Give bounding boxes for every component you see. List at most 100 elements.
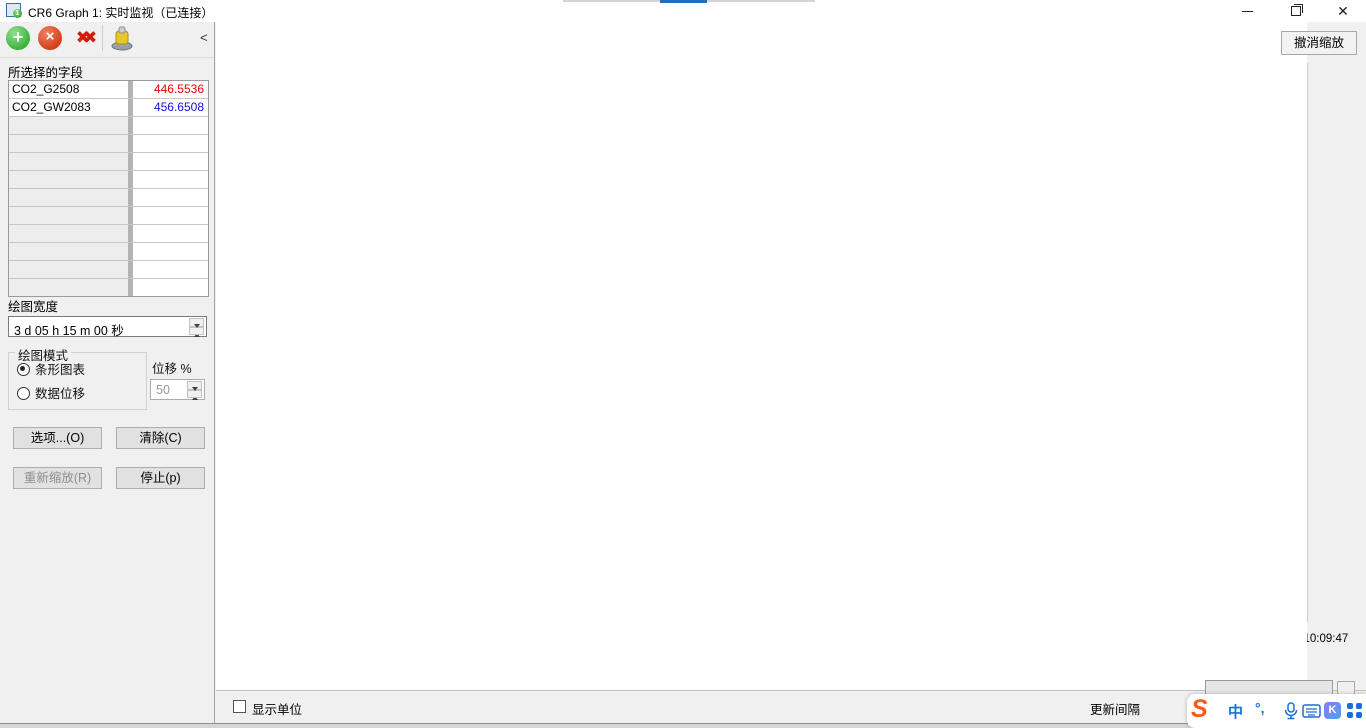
field-row[interactable] [9,135,208,153]
spin-down-icon[interactable] [189,323,204,342]
shift-percent-value: 50 [156,383,170,397]
keyboard-icon[interactable] [1302,704,1321,728]
print-button[interactable] [110,25,134,51]
field-row[interactable] [9,171,208,189]
radio-strip-chart-label: 条形图表 [35,363,86,377]
ime-language-icon[interactable]: 中 [1228,704,1244,721]
update-interval-label: 更新间隔 [1090,703,1141,717]
clear-button[interactable]: 清除(C) [116,427,205,449]
restore-icon [1291,4,1303,16]
add-field-button[interactable]: + [6,26,30,50]
field-value-cell [133,189,208,206]
field-name-cell [9,225,128,242]
ime-punctuation-icon[interactable]: °, [1255,700,1265,716]
ime-toolbox-icon[interactable] [1347,703,1363,719]
app-icon: 1 [6,3,22,18]
show-units-checkbox[interactable] [233,700,246,713]
field-row[interactable] [9,153,208,171]
close-icon: ✕ [1337,3,1349,19]
field-row[interactable]: CO2_GW2083 456.6508 [9,99,208,117]
column-splitter[interactable] [128,81,133,98]
field-name-cell: CO2_G2508 [9,81,128,98]
field-value-cell [133,153,208,170]
column-splitter[interactable] [128,171,133,188]
selected-fields-table[interactable]: CO2_G2508 446.5536 CO2_GW2083 456.6508 [8,80,209,297]
title-bar: 1 CR6 Graph 1: 实时监视（已连接） ✕ [0,0,1366,22]
field-name-cell [9,153,128,170]
field-row[interactable] [9,207,208,225]
field-value-cell [133,225,208,242]
stop-button[interactable]: 停止(p) [116,467,205,489]
collapse-panel-button[interactable]: < [200,30,208,45]
field-value-cell [133,135,208,152]
column-splitter[interactable] [128,153,133,170]
remove-all-fields-button[interactable]: ✖✖ [68,26,98,50]
radio-unselected-icon [17,387,30,400]
chart-panel: 2024/3/25 22:09:472024/3/26 10:09:472024… [216,22,1366,690]
field-row[interactable] [9,261,208,279]
close-button[interactable]: ✕ [1320,0,1366,22]
chart-background [216,22,1307,690]
remove-field-button[interactable]: × [38,26,62,50]
radio-strip-chart[interactable]: 条形图表 [17,362,85,378]
field-row[interactable]: CO2_G2508 446.5536 [9,81,208,99]
field-name-cell [9,261,128,278]
left-panel: + × ✖✖ < 所选择的字段 CO2_G2508 446.5536 CO2_GW2… [0,22,215,728]
plot-width-input[interactable]: 3 d 05 h 15 m 00 秒 [8,316,207,342]
shift-percent-spinner[interactable] [187,381,203,405]
restore-button[interactable] [1272,0,1318,22]
column-splitter[interactable] [128,225,133,242]
field-value-cell [133,207,208,224]
field-row[interactable] [9,279,208,296]
ime-toolbar[interactable]: S 中 °, K [1187,694,1366,728]
ime-skin-icon[interactable]: K [1324,702,1341,719]
field-value-cell [133,171,208,188]
plot-width-value: 3 d 05 h 15 m 00 秒 [14,324,124,338]
fields-panel-title: 所选择的字段 [8,66,84,80]
field-value-cell: 446.5536 [133,81,208,98]
field-row[interactable] [9,243,208,261]
show-units-label: 显示单位 [252,703,303,717]
field-value-cell [133,261,208,278]
radio-data-shift[interactable]: 数据位移 [17,386,85,402]
field-row[interactable] [9,117,208,135]
window-bottom-edge [0,723,1366,728]
field-name-cell [9,117,128,134]
sogou-logo-icon[interactable]: S [1191,695,1208,723]
plot-mode-group: 绘图模式 条形图表 数据位移 [8,345,147,410]
spin-up-icon[interactable] [187,381,202,400]
field-name-cell [9,135,128,152]
column-splitter[interactable] [128,135,133,152]
plot-width-spinner[interactable] [189,318,205,342]
field-row[interactable] [9,225,208,243]
microphone-icon[interactable] [1283,702,1299,728]
field-name-cell [9,243,128,260]
options-button[interactable]: 选项...(O) [13,427,102,449]
spin-down-icon[interactable] [187,386,202,405]
field-value-cell [133,243,208,260]
column-splitter[interactable] [128,189,133,206]
field-name-cell: CO2_GW2083 [9,99,128,116]
column-splitter[interactable] [128,99,133,116]
shift-percent-input[interactable]: 50 [150,379,205,405]
column-splitter[interactable] [128,207,133,224]
plus-icon: + [12,27,24,47]
field-name-cell [9,279,128,296]
radio-data-shift-label: 数据位移 [35,387,86,401]
minimize-button[interactable] [1224,0,1270,22]
minimize-icon [1242,11,1253,12]
background-window-edge-accent [660,0,707,3]
column-splitter[interactable] [128,117,133,134]
printer-icon [111,26,133,51]
field-row[interactable] [9,189,208,207]
undo-zoom-button[interactable]: 撤消缩放 [1281,31,1357,55]
column-splitter[interactable] [128,243,133,260]
field-value-cell [133,117,208,134]
column-splitter[interactable] [128,261,133,278]
column-splitter[interactable] [128,279,133,296]
spin-up-icon[interactable] [189,318,204,337]
rescale-button[interactable]: 重新缩放(R) [13,467,102,489]
field-toolbar: + × ✖✖ < [0,22,214,58]
toolbar-separator [102,25,103,51]
